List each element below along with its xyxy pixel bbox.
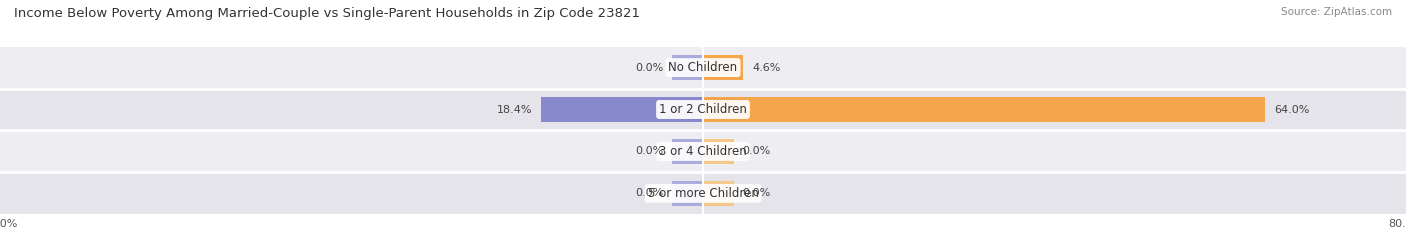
Text: 0.0%: 0.0% [636,147,664,156]
Text: 1 or 2 Children: 1 or 2 Children [659,103,747,116]
Bar [703,97,1265,122]
Bar [0,130,1406,172]
Text: 5 or more Children: 5 or more Children [648,187,758,200]
Bar [0,172,1406,214]
Text: 64.0%: 64.0% [1274,105,1309,114]
Bar [541,97,703,122]
Text: 18.4%: 18.4% [498,105,533,114]
Text: 3 or 4 Children: 3 or 4 Children [659,145,747,158]
Bar [0,47,1406,89]
Bar [0,89,1406,130]
Text: 4.6%: 4.6% [752,63,780,72]
Bar [703,181,734,206]
Text: Income Below Poverty Among Married-Couple vs Single-Parent Households in Zip Cod: Income Below Poverty Among Married-Coupl… [14,7,640,20]
Bar [672,139,703,164]
Text: No Children: No Children [668,61,738,74]
Bar [703,55,744,80]
Text: 0.0%: 0.0% [742,188,770,198]
Text: Source: ZipAtlas.com: Source: ZipAtlas.com [1281,7,1392,17]
Text: 0.0%: 0.0% [742,147,770,156]
Bar [703,139,734,164]
Bar [672,181,703,206]
Text: 0.0%: 0.0% [636,63,664,72]
Bar [672,55,703,80]
Text: 0.0%: 0.0% [636,188,664,198]
